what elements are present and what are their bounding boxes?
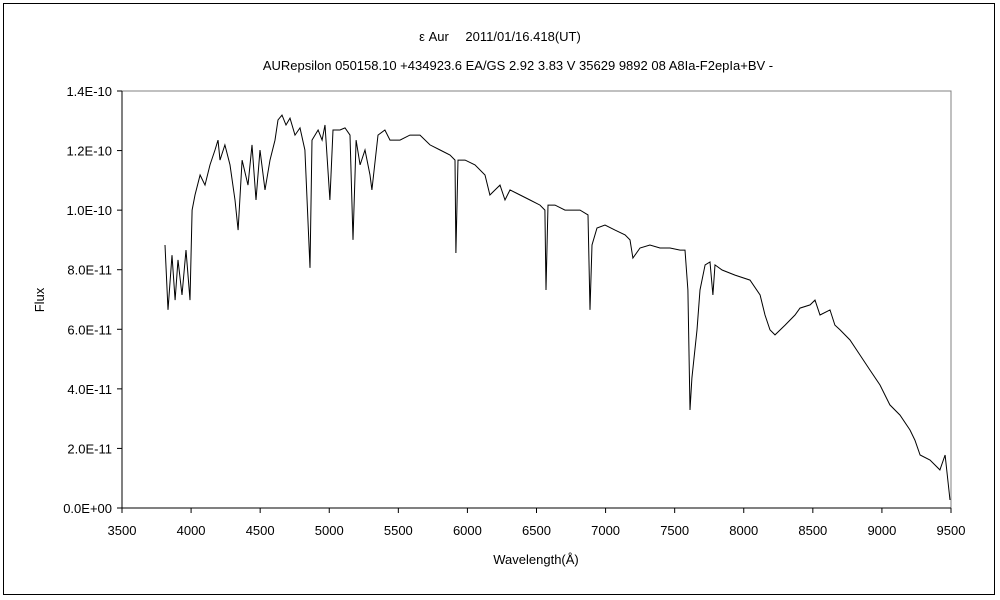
x-tick-label: 4000: [177, 523, 206, 538]
spectrum-line: [164, 114, 951, 501]
x-tick-label: 7000: [591, 523, 620, 538]
x-tick-label: 6000: [453, 523, 482, 538]
x-axis: 3500 4000 4500 5000 5500 6000 6500 7000 7500 8000…: [108, 507, 966, 538]
x-tick-label: 9500: [937, 523, 966, 538]
y-tick-label: 1.2E-10: [66, 144, 112, 159]
y-tick-label: 1.4E-10: [66, 84, 112, 99]
y-axis: 0.0E+00 2.0E-11 4.0E-11 6.0E-11 8.0E-11 1.0E-…: [63, 84, 123, 516]
y-tick-label: 2.0E-11: [67, 441, 112, 456]
x-tick-label: 9000: [867, 523, 896, 538]
x-tick-label: 8500: [798, 523, 827, 538]
y-tick-label: 6.0E-11: [67, 322, 112, 337]
chart-subtitle: AURepsilon 050158.10 +434923.6 EA/GS 2.9…: [262, 58, 774, 73]
chart-title: ε Aur 2011/01/16.418(UT): [419, 29, 581, 44]
x-tick-label: 4500: [246, 523, 275, 538]
y-tick-label: 8.0E-11: [67, 263, 112, 278]
plot-area: [121, 90, 952, 509]
y-axis-label: Flux: [32, 287, 47, 312]
y-tick-label: 4.0E-11: [67, 382, 112, 397]
y-tick-label: 1.0E-10: [66, 203, 112, 218]
y-tick-label: 0.0E+00: [63, 501, 112, 516]
x-tick-label: 7500: [660, 523, 689, 538]
x-axis-label: Wavelength(Å): [493, 552, 579, 567]
x-tick-label: 6500: [522, 523, 551, 538]
x-tick-label: 8000: [729, 523, 758, 538]
x-tick-label: 5000: [315, 523, 344, 538]
chart-frame: [3, 3, 995, 595]
x-tick-label: 3500: [108, 523, 137, 538]
x-tick-label: 5500: [384, 523, 413, 538]
